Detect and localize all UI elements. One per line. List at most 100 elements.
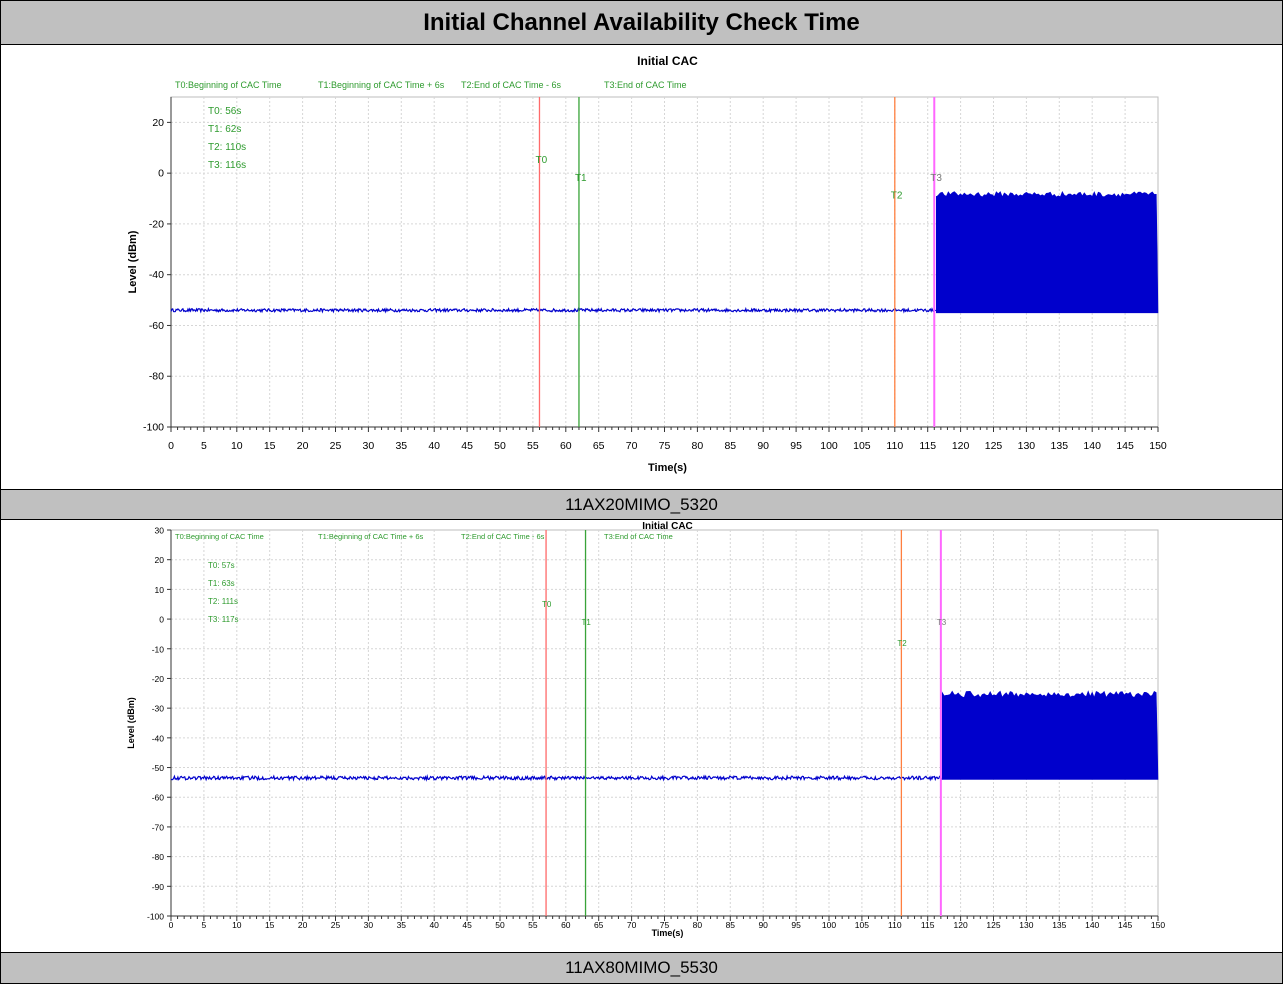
x-tick-label: 80 — [693, 920, 703, 930]
x-tick-label: 150 — [1149, 440, 1167, 452]
y-tick-label: -30 — [152, 704, 165, 714]
marker-time-annotation: T1: 62s — [208, 124, 241, 135]
marker-time-annotation: T2: 111s — [208, 597, 238, 606]
x-tick-label: 20 — [298, 920, 308, 930]
legend-entry: T0:Beginning of CAC Time — [175, 532, 264, 541]
x-tick-label: 55 — [528, 920, 538, 930]
legend-entry: T3:End of CAC Time — [604, 80, 687, 90]
y-tick-label: 10 — [155, 585, 165, 595]
x-tick-label: 65 — [594, 920, 604, 930]
report-title: Initial Channel Availability Check Time — [423, 8, 860, 36]
y-axis-label: Level (dBm) — [126, 697, 136, 749]
x-tick-label: 55 — [527, 440, 539, 452]
marker-label-t0: T0 — [542, 600, 552, 609]
x-tick-label: 95 — [791, 920, 801, 930]
legend-entry: T1:Beginning of CAC Time + 6s — [318, 80, 445, 90]
x-tick-label: 20 — [297, 440, 309, 452]
x-axis-label: Time(s) — [652, 928, 684, 938]
x-tick-label: 25 — [330, 440, 342, 452]
marker-time-annotation: T1: 63s — [208, 579, 235, 588]
x-axis-label: Time(s) — [648, 462, 687, 474]
report-title-bar: Initial Channel Availability Check Time — [0, 0, 1283, 45]
x-tick-label: 105 — [855, 920, 869, 930]
marker-label-t0: T0 — [535, 155, 547, 166]
x-tick-label: 130 — [1019, 920, 1033, 930]
marker-label-t1: T1 — [575, 173, 587, 184]
marker-label-t2: T2 — [891, 191, 903, 202]
x-tick-label: 100 — [822, 920, 836, 930]
x-tick-label: 95 — [790, 440, 802, 452]
x-tick-label: 135 — [1052, 920, 1066, 930]
x-tick-label: 65 — [593, 440, 605, 452]
x-tick-label: 80 — [692, 440, 704, 452]
x-tick-label: 15 — [264, 440, 276, 452]
x-tick-label: 110 — [886, 440, 903, 452]
x-tick-label: 30 — [364, 920, 374, 930]
chart-title: Initial CAC — [637, 54, 698, 68]
x-tick-label: 85 — [726, 920, 736, 930]
signal-burst-region — [941, 690, 1159, 780]
x-tick-label: 130 — [1018, 440, 1036, 452]
x-tick-label: 35 — [395, 440, 407, 452]
x-tick-label: 115 — [921, 920, 935, 930]
x-tick-label: 5 — [201, 440, 207, 452]
x-tick-label: 75 — [659, 440, 671, 452]
marker-time-annotation: T0: 57s — [208, 561, 235, 570]
x-tick-label: 105 — [853, 440, 871, 452]
y-tick-label: -40 — [149, 269, 164, 281]
y-tick-label: -100 — [143, 422, 164, 434]
x-tick-label: 10 — [231, 440, 243, 452]
x-tick-label: 145 — [1116, 440, 1134, 452]
x-tick-label: 110 — [888, 920, 902, 930]
y-tick-label: -10 — [152, 644, 165, 654]
x-tick-label: 40 — [429, 920, 439, 930]
marker-time-annotation: T2: 110s — [208, 142, 246, 153]
chart-panel-2: 0 5 10 15 20 25 30 35 40 45 50 55 60 65 70 75 80 85 90 95 10… — [0, 520, 1283, 952]
x-tick-label: 120 — [952, 440, 970, 452]
x-tick-label: 70 — [627, 920, 637, 930]
y-tick-label: -60 — [152, 793, 165, 803]
chart-caption-1: 11AX20MIMO_5320 — [565, 494, 718, 514]
y-tick-label: -100 — [147, 912, 164, 922]
x-tick-label: 35 — [397, 920, 407, 930]
x-tick-label: 140 — [1083, 440, 1101, 452]
y-tick-label: 20 — [155, 555, 165, 565]
marker-label-t1: T1 — [582, 618, 592, 627]
x-tick-label: 45 — [461, 440, 473, 452]
chart-caption-bar-1: 11AX20MIMO_5320 — [0, 489, 1283, 520]
x-tick-label: 70 — [626, 440, 638, 452]
x-tick-label: 15 — [265, 920, 275, 930]
x-tick-label: 30 — [363, 440, 375, 452]
x-tick-label: 60 — [561, 920, 571, 930]
x-tick-label: 50 — [494, 440, 506, 452]
y-tick-label: -20 — [152, 674, 165, 684]
legend-entry: T3:End of CAC Time — [604, 532, 673, 541]
cac-chart-1: 0 5 10 15 20 25 30 35 40 45 50 55 60 65 70 75 80 85 90 95 10… — [127, 54, 1167, 474]
chart-caption-2: 11AX80MIMO_5530 — [565, 958, 718, 977]
y-tick-label: -80 — [149, 371, 164, 383]
marker-time-annotation: T3: 116s — [208, 160, 246, 171]
y-tick-label: 30 — [155, 526, 165, 536]
x-tick-label: 120 — [954, 920, 968, 930]
y-tick-label: -20 — [149, 218, 164, 230]
legend-entry: T0:Beginning of CAC Time — [175, 80, 282, 90]
y-tick-label: -60 — [149, 320, 164, 332]
x-tick-label: 75 — [660, 920, 670, 930]
y-tick-label: -70 — [152, 822, 165, 832]
x-tick-label: 90 — [758, 920, 768, 930]
y-tick-label: -40 — [152, 733, 165, 743]
x-tick-label: 150 — [1151, 920, 1165, 930]
legend-entry: T2:End of CAC Time - 6s — [461, 80, 562, 90]
x-tick-label: 0 — [169, 920, 174, 930]
y-tick-label: -50 — [152, 763, 165, 773]
x-tick-label: 50 — [495, 920, 505, 930]
x-tick-label: 0 — [168, 440, 174, 452]
y-tick-label: -90 — [152, 882, 165, 892]
y-tick-label: 0 — [158, 168, 164, 180]
x-tick-label: 145 — [1118, 920, 1132, 930]
marker-label-t3: T3 — [937, 618, 947, 627]
x-tick-label: 140 — [1085, 920, 1099, 930]
x-tick-label: 25 — [331, 920, 341, 930]
signal-baseline-trace — [170, 774, 943, 782]
